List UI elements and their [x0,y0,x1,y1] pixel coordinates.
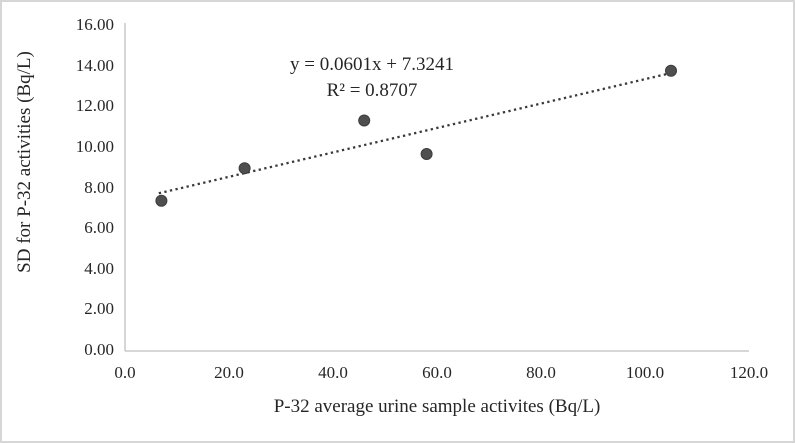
data-point [358,114,371,127]
r-squared-label: R² = 0.8707 [326,80,418,101]
trendline-annotation: y = 0.0601x + 7.3241 R² = 0.8707 [290,52,454,104]
x-tick-label: 80.0 [526,363,556,382]
y-tick-label: 4.00 [84,258,114,278]
trendline-equation: y = 0.0601x + 7.3241 [290,54,454,75]
x-tick-label: 20.0 [214,363,244,382]
x-axis-title: P-32 average urine sample activites (Bq/… [273,396,601,417]
x-tick-label: 60.0 [422,363,452,382]
data-point [238,162,251,175]
y-tick-label: 16.00 [75,15,114,34]
y-tick-label: 6.00 [84,218,114,238]
y-tick-label: 14.00 [75,55,114,75]
data-point [155,194,168,207]
y-tick-label: 10.00 [75,136,114,156]
y-tick-label: 8.00 [84,177,114,197]
y-tick-label: 12.00 [75,96,114,116]
x-tick-label: 100.0 [625,363,665,382]
y-axis-title: SD for P-32 activities (Bq/L) [14,51,35,273]
data-point [420,147,433,160]
trendline [158,71,674,195]
y-tick-label: 2.00 [84,299,114,319]
x-tick-label: 120.0 [729,363,769,382]
x-tick-label: 40.0 [318,363,348,382]
y-tick-label: 0.00 [84,340,114,359]
x-tick-label: 0.0 [114,363,136,382]
data-point [665,64,677,77]
